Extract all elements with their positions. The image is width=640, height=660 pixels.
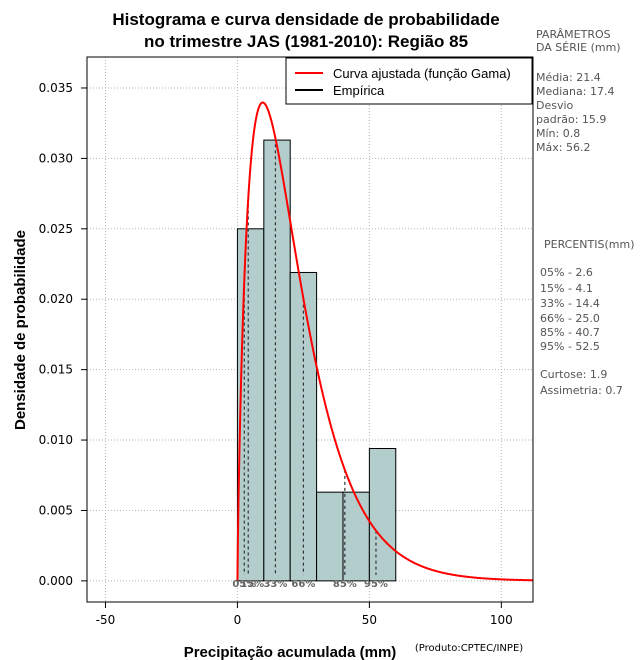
percentis-heading: PERCENTIS(mm): [544, 238, 635, 251]
param-mediana: Mediana: 17.4: [536, 85, 614, 98]
percentile-label: 05%: [232, 579, 256, 590]
x-axis-title: Precipitação acumulada (mm): [184, 644, 397, 660]
legend: Curva ajustada (função Gama) Empírica: [285, 57, 533, 105]
y-tick-label: 0.025: [39, 222, 73, 236]
percentile-label: 66%: [291, 579, 315, 590]
y-axis-title: Densidade de probabilidade: [12, 230, 29, 430]
percentile-layer: 05%15% 33% 66% 85% 95%: [232, 138, 388, 590]
percentil-15: 15% - 4.1: [540, 282, 593, 295]
percentil-95: 95% - 52.5: [540, 340, 600, 353]
y-tick-label: 0.030: [39, 151, 73, 165]
y-tick-label: 0.020: [39, 292, 73, 306]
x-tick-label: 0: [234, 613, 242, 627]
legend-box: [285, 57, 533, 105]
side-panel: PARÂMETROS DA SÉRIE (mm) Média: 21.4 Med…: [536, 28, 635, 397]
gamma-density-curve: [236, 101, 534, 582]
percentil-66: 66% - 25.0: [540, 312, 600, 325]
percentil-85: 85% - 40.7: [540, 326, 600, 339]
param-media: Média: 21.4: [536, 71, 601, 84]
plot-frame: [86, 56, 534, 603]
percentil-33: 33% - 14.4: [540, 297, 600, 310]
params-heading-line-2: DA SÉRIE (mm): [536, 41, 621, 54]
legend-label: Empírica: [333, 83, 385, 98]
y-tick-label: 0.010: [39, 433, 73, 447]
legend-label: Curva ajustada (função Gama): [333, 66, 511, 81]
chart-title-line-2: no trimestre JAS (1981-2010): Região 85: [144, 32, 468, 51]
histogram-bar: [316, 491, 344, 582]
y-tick-label: 0.015: [39, 363, 73, 377]
ticks-layer: -50 0 50 100 0.000 0.005 0.010 0.015 0.020 0.025 0…: [39, 81, 513, 627]
histogram-bar: [263, 139, 291, 582]
percentil-05: 05% - 2.6: [540, 266, 593, 279]
param-desvio: Desvio: [536, 99, 574, 112]
param-padrao: padrão: 15.9: [536, 113, 606, 126]
percentile-label: 33%: [263, 579, 287, 590]
bars-layer: [236, 139, 397, 582]
percentile-label: 15%: [240, 579, 264, 590]
x-tick-label: -50: [96, 613, 116, 627]
y-tick-label: 0.005: [39, 503, 73, 517]
histogram-bar: [368, 447, 397, 582]
x-tick-label: 50: [362, 613, 377, 627]
chart-title-line-1: Histograma e curva densidade de probabil…: [112, 10, 499, 29]
x-tick-label: 100: [490, 613, 513, 627]
param-min: Mín: 0.8: [536, 127, 580, 140]
curve-layer: [236, 101, 534, 582]
histogram-bar: [236, 228, 265, 582]
param-max: Máx: 56.2: [536, 141, 590, 154]
params-heading-line-1: PARÂMETROS: [536, 28, 611, 41]
percentile-label: 85%: [333, 579, 357, 590]
y-tick-label: 0.000: [39, 574, 73, 588]
percentile-label: 95%: [364, 579, 388, 590]
stat-curtose: Curtose: 1.9: [540, 368, 607, 381]
stat-assimetria: Assimetria: 0.7: [540, 384, 623, 397]
product-credit: (Produto:CPTEC/INPE): [415, 643, 523, 654]
histogram-bar: [342, 491, 370, 582]
y-tick-label: 0.035: [39, 81, 73, 95]
